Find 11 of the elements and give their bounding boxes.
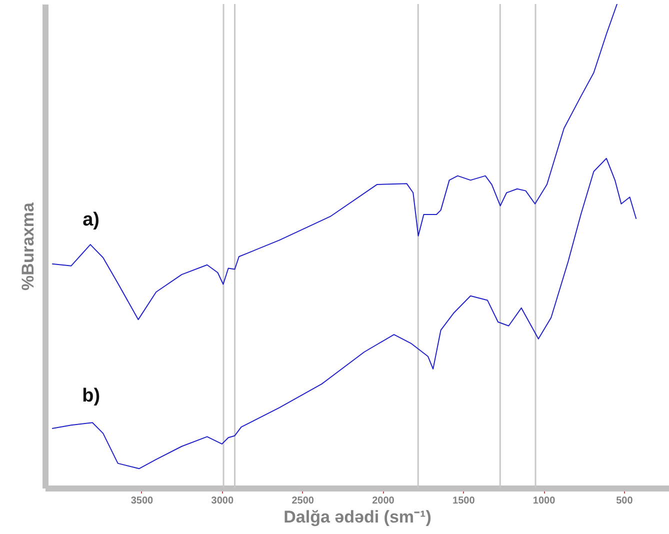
series-label: a): [82, 210, 100, 231]
x-tick-label: 2500: [292, 496, 314, 506]
x-tick-label: 500: [616, 496, 634, 506]
y-axis-title: %Buraxma: [18, 202, 38, 290]
x-tick-label: 3000: [211, 496, 234, 506]
x-tick-label: 3500: [130, 496, 154, 506]
x-tick-label: 1000: [532, 496, 556, 506]
x-tick-label: 2000: [372, 496, 395, 506]
series-label: b): [82, 385, 100, 406]
x-axis-title: Dalğa ədədi (sm⁻¹): [284, 508, 432, 526]
x-tick-label: 1500: [452, 496, 476, 506]
